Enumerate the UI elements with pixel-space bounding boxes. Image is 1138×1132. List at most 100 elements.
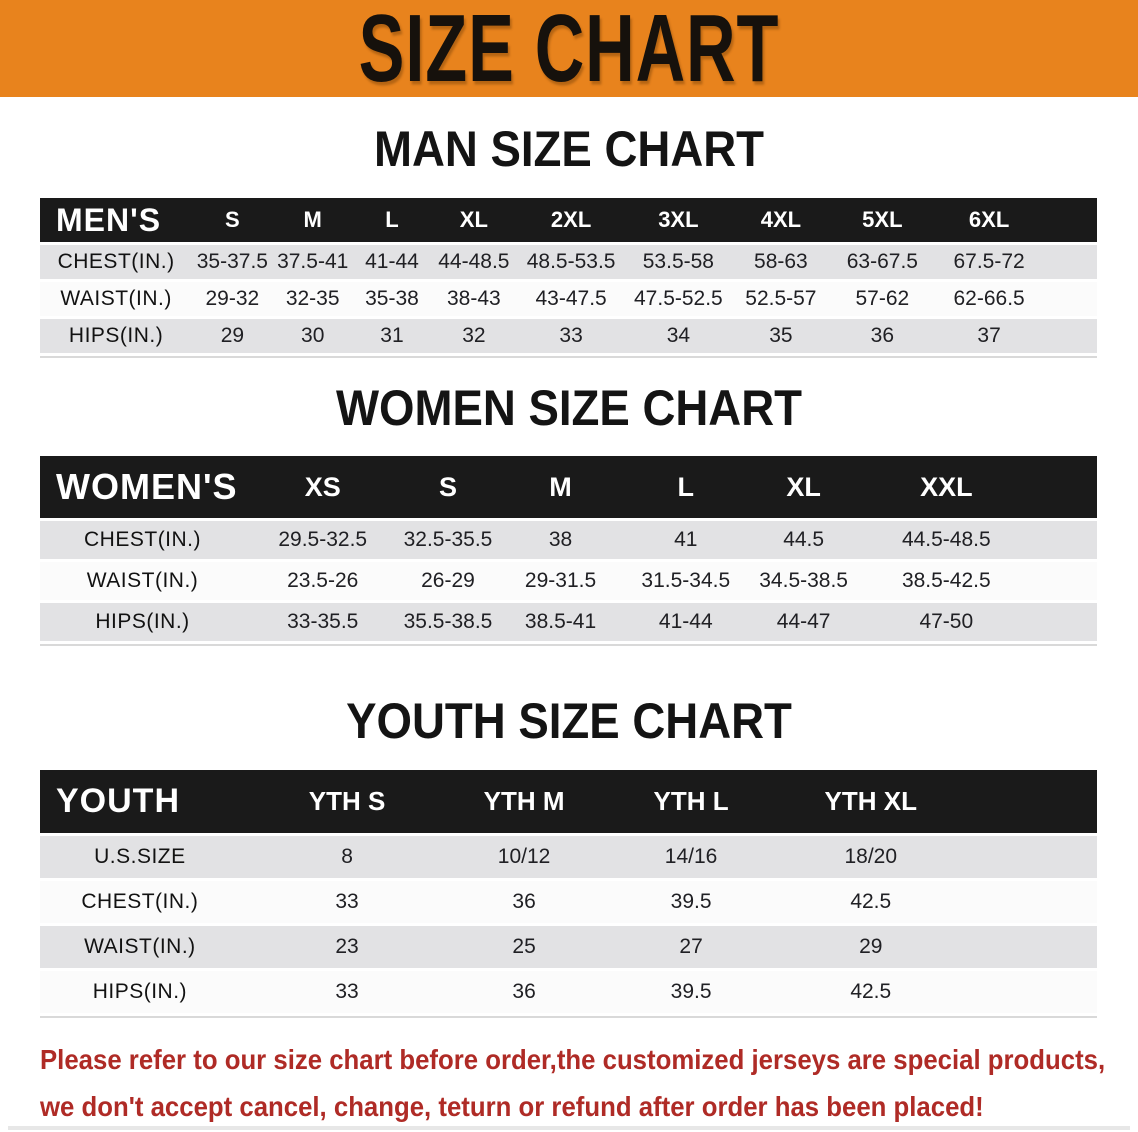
size-value-cell: 34 <box>666 324 691 347</box>
women-table-header-label: WOMEN'S <box>56 466 238 507</box>
size-value-cell: 38.5-42.5 <box>901 569 991 592</box>
size-column-header: S <box>225 207 240 232</box>
men-section-heading: MAN SIZE CHART <box>373 120 765 177</box>
size-column-header: 6XL <box>968 207 1010 232</box>
size-column-header: YTH L <box>653 786 729 816</box>
size-value-cell: 31 <box>380 324 404 347</box>
size-column-header: 4XL <box>760 207 802 232</box>
size-value-cell: 53.5-58 <box>642 250 714 273</box>
size-value-cell: 36 <box>870 324 895 347</box>
size-value-cell: 32-35 <box>285 287 340 310</box>
header-spacer <box>1031 456 1097 518</box>
women-section-heading: WOMEN SIZE CHART <box>335 379 802 436</box>
size-column-header: 2XL <box>550 207 592 232</box>
size-value-cell: 35.5-38.5 <box>403 610 493 633</box>
bottom-edge-artifact <box>8 1126 1130 1130</box>
measurement-row: HIPS(IN.) 29 30 31 32 33 34 35 36 37 <box>40 319 1097 353</box>
size-value-cell: 32.5-35.5 <box>403 528 493 551</box>
measurement-row: U.S.SIZE 8 10/12 14/16 18/20 <box>40 836 1097 878</box>
size-column-header: S <box>438 471 457 502</box>
size-value-cell: 35-37.5 <box>196 250 268 273</box>
measurement-row: CHEST(IN.) 33 36 39.5 42.5 <box>40 881 1097 923</box>
size-value-cell: 44.5 <box>783 528 825 551</box>
measurement-row-label: WAIST(IN.) <box>86 569 199 592</box>
size-column-header: 5XL <box>862 207 903 232</box>
size-value-cell: 10/12 <box>497 845 551 868</box>
size-value-cell: 47-50 <box>919 610 974 633</box>
size-value-cell: 29-31.5 <box>524 569 597 592</box>
size-value-cell: 35-38 <box>365 287 419 310</box>
measurement-row-label: CHEST(IN.) <box>57 250 175 273</box>
size-value-cell: 26-29 <box>421 569 475 592</box>
size-column-header: XL <box>459 207 488 232</box>
size-value-cell: 38 <box>548 528 573 551</box>
measurement-row-label: HIPS(IN.) <box>68 324 164 347</box>
header-spacer <box>1044 198 1097 242</box>
size-column-header: XXL <box>920 471 973 502</box>
size-value-cell: 42.5 <box>850 980 892 1003</box>
size-value-cell: 38.5-41 <box>524 610 597 633</box>
size-value-cell: 14/16 <box>664 845 718 868</box>
size-column-header: XS <box>304 471 341 502</box>
size-value-cell: 31.5-34.5 <box>641 569 731 592</box>
banner-title: SIZE CHART <box>358 0 780 97</box>
youth-section-heading: YOUTH SIZE CHART <box>346 692 792 749</box>
size-value-cell: 33 <box>559 324 583 347</box>
disclaimer-line-1: Please refer to our size chart before or… <box>40 1044 1106 1075</box>
row-spacer <box>1031 603 1097 641</box>
men-table-header-row: MEN'S S M L XL 2XL 3XL 4XL 5XL 6XL <box>40 198 1097 242</box>
size-value-cell: 44.5-48.5 <box>901 528 991 551</box>
size-column-header: 3XL <box>658 207 699 232</box>
youth-size-table: YOUTH YTH S YTH M YTH L YTH XL U.S.SIZE 8 10/… <box>40 767 1097 1018</box>
size-column-header: M <box>303 207 322 232</box>
youth-size-section: YOUTH SIZE CHART YOUTH YTH S YTH M YTH L YT… <box>0 692 1138 1018</box>
header-spacer <box>953 770 1097 833</box>
size-value-cell: 29 <box>859 935 883 958</box>
measurement-row: HIPS(IN.) 33 36 39.5 42.5 <box>40 971 1097 1013</box>
measurement-row-label: WAIST(IN.) <box>60 287 172 310</box>
women-table-header-row: WOMEN'S XS S M L XL XXL <box>40 456 1097 518</box>
size-value-cell: 29-32 <box>205 287 260 310</box>
size-value-cell: 48.5-53.5 <box>526 250 616 273</box>
size-value-cell: 41-44 <box>365 250 419 273</box>
youth-table-header-row: YOUTH YTH S YTH M YTH L YTH XL <box>40 770 1097 833</box>
row-spacer <box>953 836 1097 878</box>
row-spacer <box>1031 562 1097 600</box>
size-value-cell: 42.5 <box>850 890 892 913</box>
size-value-cell: 29.5-32.5 <box>278 528 368 551</box>
size-value-cell: 32 <box>462 324 486 347</box>
size-value-cell: 67.5-72 <box>953 250 1025 273</box>
size-value-cell: 25 <box>512 935 536 958</box>
size-value-cell: 37 <box>977 324 1001 347</box>
measurement-row: HIPS(IN.) 33-35.5 35.5-38.5 38.5-41 41-44 44-… <box>40 603 1097 641</box>
size-value-cell: 8 <box>341 845 353 868</box>
size-column-header: M <box>549 471 572 502</box>
measurement-row: WAIST(IN.) 23 25 27 29 <box>40 926 1097 968</box>
women-size-section: WOMEN SIZE CHART WOMEN'S XS S M L XL XXL CHES… <box>0 379 1138 646</box>
size-value-cell: 30 <box>301 324 325 347</box>
women-size-table: WOMEN'S XS S M L XL XXL CHEST(IN.) 29.5-32.5 32… <box>40 453 1097 646</box>
measurement-row: CHEST(IN.) 35-37.5 37.5-41 41-44 44-48.5 48.5… <box>40 245 1097 279</box>
men-size-table: MEN'S S M L XL 2XL 3XL 4XL 5XL 6XL CHEST(IN.) 35-… <box>40 195 1097 358</box>
disclaimer-line-2: we don't accept cancel, change, teturn o… <box>40 1091 984 1122</box>
row-spacer <box>1044 282 1097 316</box>
size-value-cell: 27 <box>679 935 703 958</box>
men-table-header-label: MEN'S <box>56 201 162 238</box>
measurement-row-label: HIPS(IN.) <box>95 610 190 633</box>
size-value-cell: 58-63 <box>754 250 808 273</box>
size-value-cell: 29 <box>220 324 245 347</box>
size-value-cell: 44-48.5 <box>438 250 510 273</box>
size-chart-banner: SIZE CHART <box>0 0 1138 97</box>
size-column-header: L <box>385 207 399 232</box>
measurement-row-label: CHEST(IN.) <box>84 528 202 551</box>
size-value-cell: 36 <box>512 980 536 1003</box>
size-value-cell: 41-44 <box>658 610 713 633</box>
measurement-row-label: HIPS(IN.) <box>92 980 188 1003</box>
size-value-cell: 33-35.5 <box>287 610 359 633</box>
row-spacer <box>1031 521 1097 559</box>
size-value-cell: 38-43 <box>447 287 501 310</box>
size-value-cell: 52.5-57 <box>745 287 817 310</box>
size-column-header: XL <box>786 471 821 502</box>
size-value-cell: 39.5 <box>670 980 712 1003</box>
size-value-cell: 33 <box>335 980 359 1003</box>
